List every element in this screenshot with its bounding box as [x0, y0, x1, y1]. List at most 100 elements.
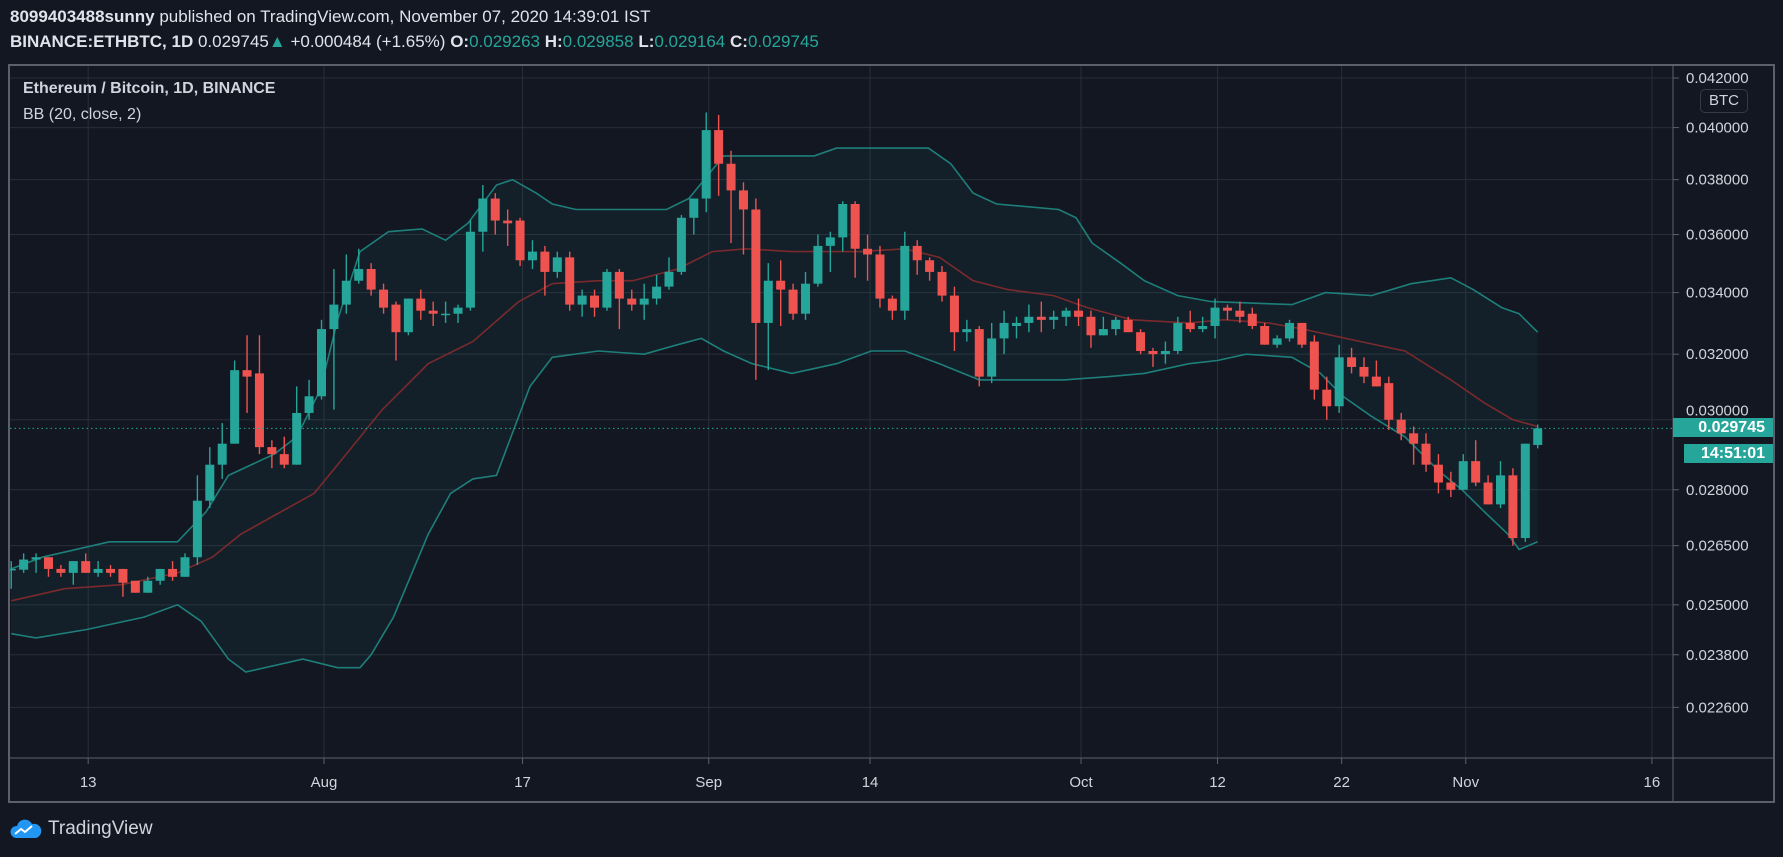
candle: [1111, 316, 1121, 336]
candle-body: [31, 557, 41, 560]
low-label: L:: [638, 32, 655, 51]
candle: [1446, 471, 1456, 498]
candle: [1086, 310, 1096, 348]
candle: [465, 220, 475, 311]
price-tick-label: 0.038000: [1686, 172, 1749, 189]
high-value: 0.029858: [562, 32, 634, 51]
candle-body: [726, 163, 736, 191]
candle: [863, 234, 873, 281]
candle-body: [527, 251, 537, 261]
candle-body: [676, 217, 686, 272]
candle-body: [43, 557, 53, 569]
candle: [31, 553, 41, 573]
candle-body: [515, 220, 525, 261]
candle: [143, 576, 153, 593]
high-label: H:: [544, 32, 563, 51]
candle: [974, 325, 984, 387]
candle-body: [602, 271, 612, 308]
author-name[interactable]: 8099403488sunny: [10, 7, 155, 26]
candle: [1173, 316, 1183, 355]
candle: [441, 301, 451, 323]
candle: [577, 289, 587, 317]
candle-body: [1371, 376, 1381, 387]
candle: [379, 283, 389, 314]
candle: [676, 214, 686, 275]
candle: [1024, 304, 1034, 333]
time-tick-label: 17: [514, 774, 531, 791]
candle-body: [838, 203, 848, 238]
candle-body: [614, 271, 624, 299]
candle: [1520, 443, 1530, 542]
candle-body: [230, 370, 240, 444]
candle: [292, 386, 302, 465]
time-tick-label: 12: [1209, 774, 1226, 791]
time-axis[interactable]: 13 Aug 17 Sep 14 Oct 12 22 Nov 16: [80, 758, 1660, 791]
candle: [1222, 304, 1232, 320]
candle: [106, 565, 116, 577]
candle-body: [590, 295, 600, 308]
candle: [527, 240, 537, 269]
candle-body: [93, 568, 103, 573]
candle-body: [1098, 329, 1108, 336]
candle: [949, 286, 959, 351]
indicator-legend[interactable]: BB (20, close, 2): [23, 106, 142, 123]
grid: [10, 66, 1673, 758]
currency-badge[interactable]: BTC: [1700, 89, 1748, 113]
price-tick-label: 0.026500: [1686, 538, 1749, 555]
price-axis[interactable]: 0.042000 0.040000 0.038000 0.036000 0.034000…: [1673, 70, 1749, 716]
candle: [230, 360, 240, 444]
candle: [1136, 329, 1146, 355]
time-tick-label: 22: [1333, 774, 1350, 791]
candle: [788, 283, 798, 320]
candle: [565, 251, 575, 311]
candle-body: [999, 322, 1009, 339]
candle: [19, 553, 29, 573]
candle: [428, 301, 438, 326]
candle-body: [1173, 322, 1183, 351]
candle-body: [639, 298, 649, 305]
candle-body: [1309, 341, 1319, 390]
candle-body: [329, 304, 339, 330]
candle: [1458, 454, 1468, 490]
candle: [1123, 316, 1133, 333]
candle-body: [701, 130, 711, 199]
tradingview-logo[interactable]: TradingView: [10, 818, 153, 840]
time-tick-label: Nov: [1452, 774, 1479, 791]
candle: [1210, 298, 1220, 339]
candle: [552, 251, 562, 278]
price-tick-label: 0.030000: [1686, 402, 1749, 419]
candle-body: [1458, 461, 1468, 490]
candle-body: [1074, 310, 1084, 317]
candle-body: [503, 220, 513, 224]
price-tick-label: 0.040000: [1686, 120, 1749, 137]
candle-body: [267, 447, 277, 455]
candle-body: [180, 557, 190, 577]
candle-body: [1198, 325, 1208, 330]
open-label: O:: [450, 32, 470, 51]
candle-body: [887, 298, 897, 311]
candle-body: [192, 500, 202, 558]
candle-body: [1297, 322, 1307, 345]
candle: [689, 198, 699, 235]
candle-body: [850, 203, 860, 249]
candle-body: [490, 198, 500, 221]
candle-body: [1483, 482, 1493, 505]
candle: [813, 234, 823, 287]
candle: [701, 112, 711, 213]
low-value: 0.029164: [654, 32, 726, 51]
candle-body: [912, 245, 922, 261]
candle-body: [1508, 475, 1518, 539]
candle-body: [937, 271, 947, 296]
candle-body: [1347, 357, 1357, 367]
candle-body: [1235, 310, 1245, 317]
candle-body: [738, 190, 748, 210]
candle-body: [1222, 307, 1232, 311]
candle-body: [68, 561, 78, 573]
symbol-info: BINANCE:ETHBTC, 1D 0.029745▲ +0.000484 (…: [10, 32, 819, 52]
candle: [627, 289, 637, 311]
candle: [1235, 301, 1245, 323]
candle-body: [1049, 316, 1059, 320]
candle: [825, 231, 835, 272]
close-value: 0.029745: [747, 32, 819, 51]
